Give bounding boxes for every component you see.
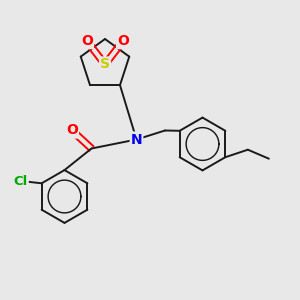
Text: O: O <box>117 34 129 48</box>
Text: S: S <box>100 58 110 71</box>
Text: Cl: Cl <box>14 175 28 188</box>
Text: O: O <box>81 34 93 48</box>
Text: O: O <box>66 124 78 137</box>
Text: N: N <box>131 133 142 146</box>
